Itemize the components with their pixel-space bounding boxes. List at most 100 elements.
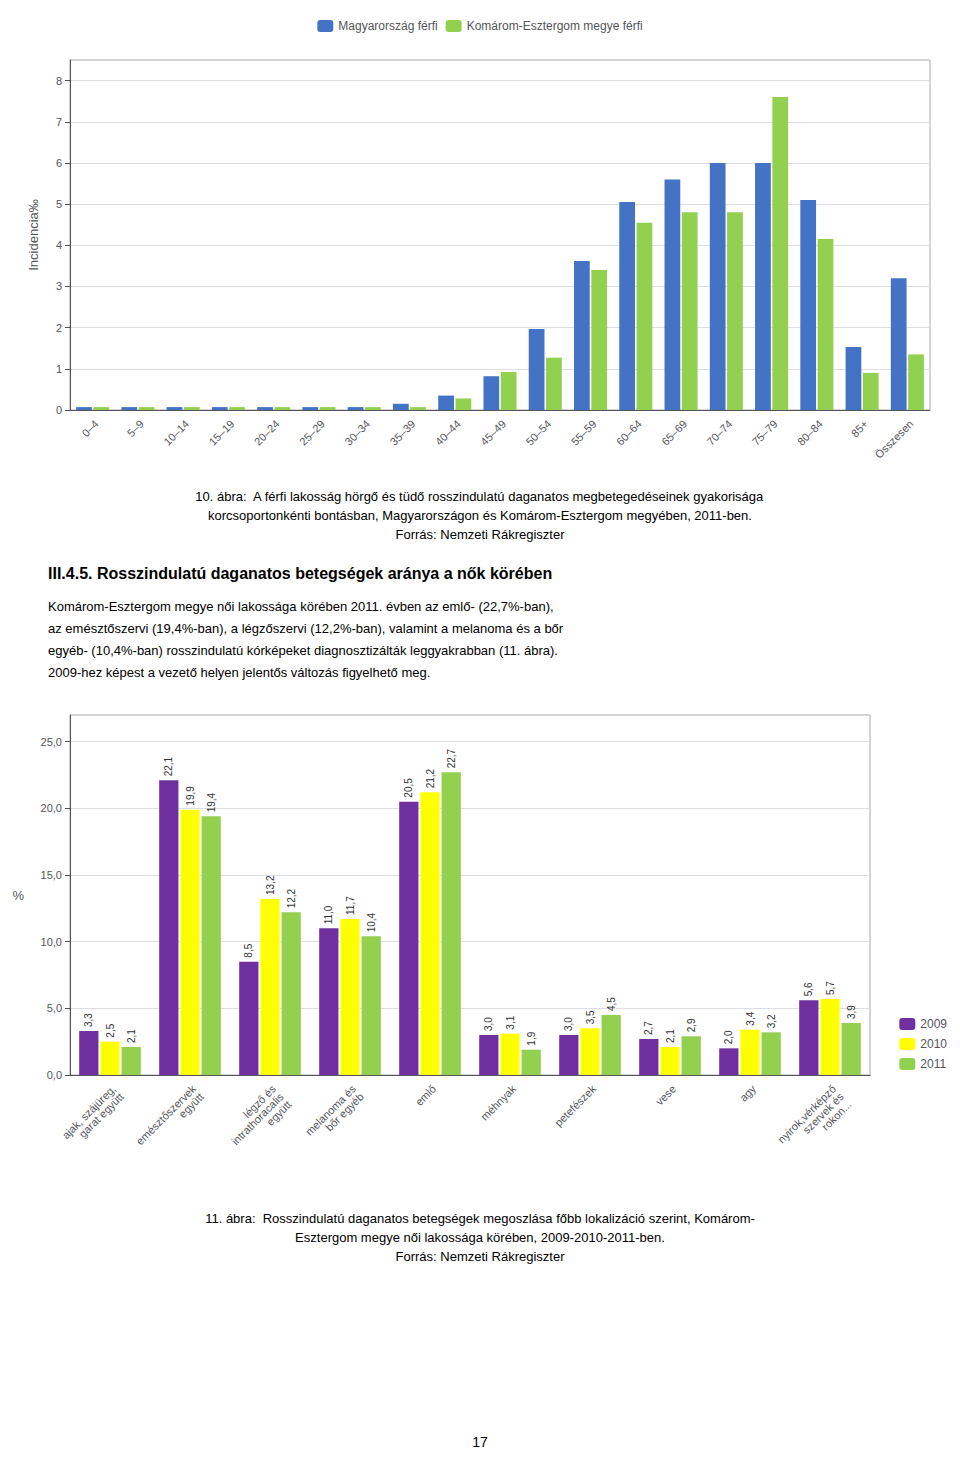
svg-text:nyirok,vérképző: nyirok,vérképző (775, 1082, 839, 1146)
svg-text:3,0: 3,0 (563, 1017, 574, 1031)
svg-text:3,0: 3,0 (483, 1017, 494, 1031)
svg-text:8,5: 8,5 (243, 943, 254, 957)
svg-text:szervek és: szervek és (800, 1090, 846, 1136)
svg-text:2009: 2009 (920, 1017, 947, 1031)
svg-text:85+: 85+ (849, 418, 871, 440)
svg-text:35–39: 35–39 (388, 418, 418, 448)
svg-text:25–29: 25–29 (297, 418, 327, 448)
svg-text:10–14: 10–14 (161, 418, 191, 448)
svg-text:2010: 2010 (920, 1037, 947, 1051)
svg-text:80–84: 80–84 (795, 418, 825, 448)
svg-text:11. ábra: Rosszindulatú dagan: 11. ábra: Rosszindulatú daganatos betegs… (205, 1211, 755, 1226)
svg-text:III.4.5. Rosszindulatú daganat: III.4.5. Rosszindulatú daganatos betegsé… (48, 565, 552, 582)
svg-text:3,9: 3,9 (846, 1005, 857, 1019)
svg-text:11,0: 11,0 (323, 905, 334, 924)
svg-text:Magyarország férfi: Magyarország férfi (338, 19, 437, 33)
svg-text:Esztergom megye női lakossága: Esztergom megye női lakossága körében, 2… (295, 1230, 665, 1245)
svg-text:ajak, szájüreg,: ajak, szájüreg, (59, 1082, 119, 1142)
svg-text:az emésztőszervi (19,4%-ban),: az emésztőszervi (19,4%-ban), a légzősze… (48, 621, 564, 636)
svg-text:emésztőszervek: emésztőszervek (133, 1082, 199, 1148)
svg-text:5: 5 (56, 198, 62, 210)
svg-text:egyéb- (10,4%-ban) rosszindula: egyéb- (10,4%-ban) rosszindulatú kórképe… (48, 643, 558, 658)
svg-text:méhnyak: méhnyak (478, 1082, 518, 1122)
svg-text:5,0: 5,0 (47, 1002, 62, 1014)
svg-text:4: 4 (56, 239, 62, 251)
svg-text:együtt: együtt (176, 1090, 206, 1120)
svg-text:Forrás: Nemzeti Rákregiszter: Forrás: Nemzeti Rákregiszter (395, 527, 565, 542)
svg-text:2: 2 (56, 322, 62, 334)
svg-text:20,5: 20,5 (403, 778, 414, 798)
svg-text:garat együtt: garat együtt (76, 1090, 126, 1140)
svg-text:0: 0 (56, 404, 62, 416)
svg-text:3: 3 (56, 280, 62, 292)
svg-text:2011: 2011 (920, 1057, 946, 1071)
svg-text:légző és: légző és (240, 1082, 279, 1121)
svg-text:0–4: 0–4 (79, 418, 100, 439)
svg-text:2,1: 2,1 (665, 1029, 676, 1043)
svg-text:5–9: 5–9 (125, 418, 146, 439)
svg-text:2,5: 2,5 (105, 1023, 116, 1037)
svg-text:intrathoracalis: intrathoracalis (229, 1090, 286, 1148)
svg-text:5,6: 5,6 (803, 982, 814, 996)
svg-text:Komárom-Esztergom megye férfi: Komárom-Esztergom megye férfi (467, 19, 643, 33)
svg-text:1,9: 1,9 (526, 1031, 537, 1045)
svg-text:0,0: 0,0 (47, 1069, 62, 1081)
svg-text:rokon...: rokon... (819, 1098, 853, 1132)
svg-text:22,7: 22,7 (446, 748, 457, 768)
svg-text:19,9: 19,9 (185, 786, 196, 806)
svg-text:15–19: 15–19 (206, 418, 236, 448)
svg-text:7: 7 (56, 116, 62, 128)
svg-text:%: % (12, 888, 24, 903)
svg-text:22,1: 22,1 (163, 756, 174, 776)
svg-text:45–49: 45–49 (478, 418, 508, 448)
svg-text:3,4: 3,4 (745, 1011, 756, 1025)
svg-text:10,0: 10,0 (41, 936, 62, 948)
svg-text:korcsoportonkénti bontásban, M: korcsoportonkénti bontásban, Magyarorszá… (208, 508, 752, 523)
svg-text:8: 8 (56, 75, 62, 87)
svg-text:10,4: 10,4 (366, 912, 377, 932)
svg-text:Összesen: Összesen (872, 418, 915, 461)
svg-text:10. ábra: A férfi lakosság hö: 10. ábra: A férfi lakosság hörgő és tüdő… (195, 489, 764, 504)
svg-text:25,0: 25,0 (41, 736, 62, 748)
svg-text:3,3: 3,3 (83, 1013, 94, 1027)
svg-text:55–59: 55–59 (569, 418, 599, 448)
svg-text:60–64: 60–64 (614, 418, 644, 448)
svg-text:70–74: 70–74 (704, 418, 734, 448)
svg-text:Komárom-Esztergom megye női la: Komárom-Esztergom megye női lakossága kö… (48, 599, 554, 614)
svg-text:19,4: 19,4 (206, 792, 217, 812)
svg-text:20,0: 20,0 (41, 802, 62, 814)
svg-text:40–44: 40–44 (433, 418, 463, 448)
svg-text:bőr egyéb: bőr egyéb (323, 1090, 366, 1133)
svg-text:emlő: emlő (413, 1083, 438, 1108)
svg-text:2,1: 2,1 (126, 1029, 137, 1043)
svg-text:petefészek: petefészek (552, 1082, 598, 1128)
svg-text:65–69: 65–69 (659, 418, 689, 448)
svg-text:20–24: 20–24 (252, 418, 282, 448)
svg-text:1: 1 (56, 363, 62, 375)
svg-text:6: 6 (56, 157, 62, 169)
svg-text:75–79: 75–79 (750, 418, 780, 448)
svg-text:vese: vese (653, 1083, 678, 1108)
svg-text:melanoma és: melanoma és (303, 1082, 359, 1138)
svg-text:3,5: 3,5 (585, 1010, 596, 1024)
svg-text:17: 17 (472, 1434, 488, 1450)
svg-text:együtt: együtt (264, 1098, 294, 1128)
svg-text:21,2: 21,2 (425, 768, 436, 788)
svg-text:agy: agy (737, 1082, 758, 1103)
svg-text:2,7: 2,7 (643, 1021, 654, 1035)
svg-text:5,7: 5,7 (825, 981, 836, 995)
svg-text:4,5: 4,5 (606, 997, 617, 1011)
svg-text:3,1: 3,1 (505, 1015, 516, 1029)
svg-text:2,0: 2,0 (723, 1030, 734, 1044)
svg-text:11,7: 11,7 (345, 896, 356, 915)
svg-text:3,2: 3,2 (766, 1014, 777, 1028)
svg-text:13,2: 13,2 (265, 875, 276, 895)
svg-text:2009-hez képest a vezető helye: 2009-hez képest a vezető helyen jelentős… (48, 665, 430, 680)
svg-text:2,9: 2,9 (686, 1018, 697, 1032)
svg-text:Forrás: Nemzeti Rákregiszter: Forrás: Nemzeti Rákregiszter (395, 1249, 565, 1264)
svg-text:12,2: 12,2 (286, 888, 297, 908)
svg-text:Incidencia‰: Incidencia‰ (26, 199, 41, 271)
svg-text:15,0: 15,0 (41, 869, 62, 881)
svg-text:50–54: 50–54 (523, 418, 553, 448)
svg-text:30–34: 30–34 (342, 418, 372, 448)
